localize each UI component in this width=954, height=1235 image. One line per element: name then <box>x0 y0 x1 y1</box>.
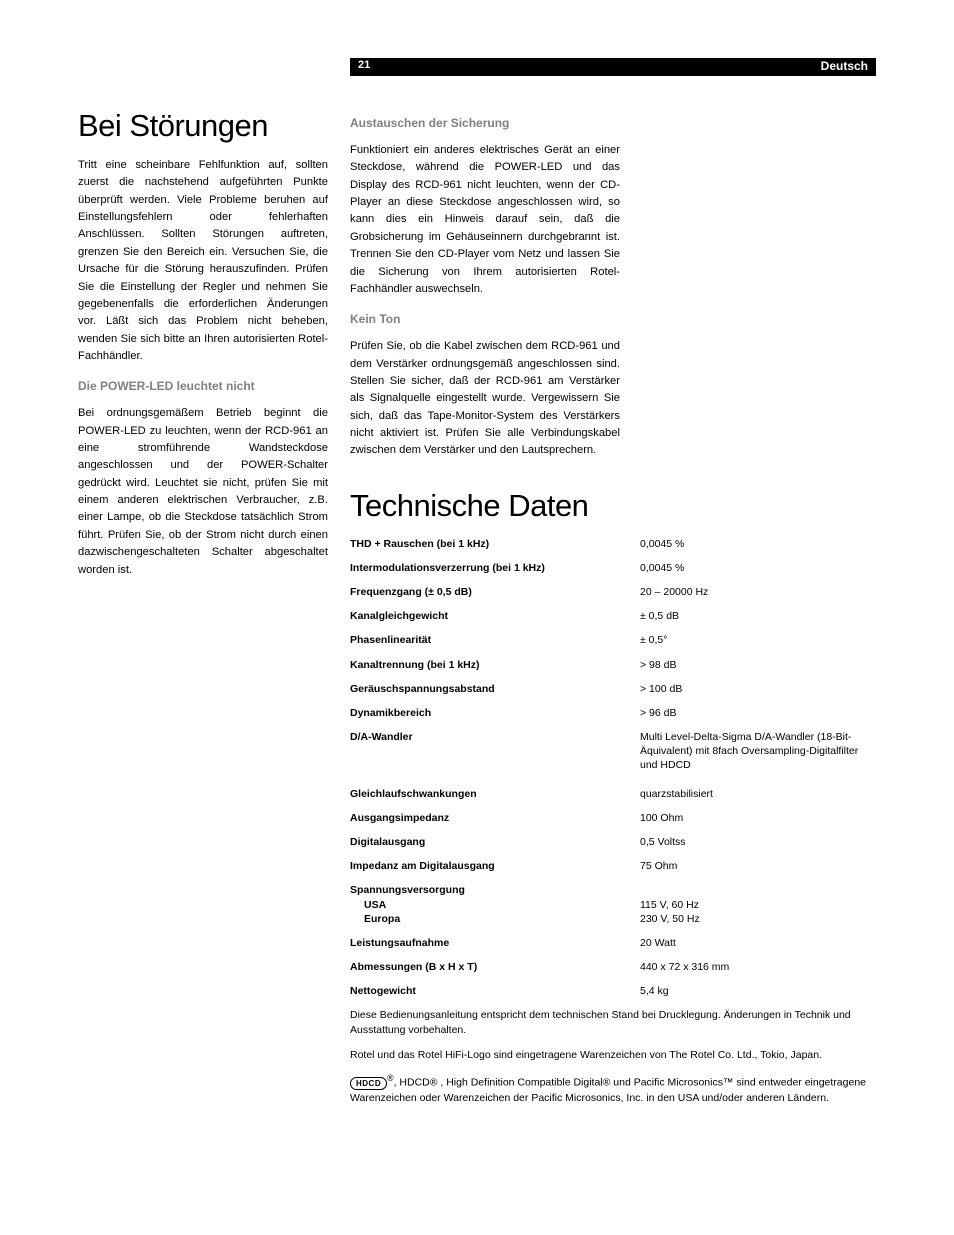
left-column: Bei Störungen Tritt eine scheinbare Fehl… <box>78 110 328 1115</box>
spec-label: Intermodulationsverzerrung (bei 1 kHz) <box>350 561 640 575</box>
page-number: 21 <box>358 59 370 71</box>
spec-label: Frequenzgang (± 0,5 dB) <box>350 585 640 599</box>
content-columns: Bei Störungen Tritt eine scheinbare Fehl… <box>78 110 876 1115</box>
spec-value: ± 0,5° <box>640 633 874 647</box>
no-sound-text: Prüfen Sie, ob die Kabel zwischen dem RC… <box>350 338 620 460</box>
spec-row: Phasenlinearität± 0,5° <box>350 633 874 647</box>
spec-value: 5,4 kg <box>640 984 874 998</box>
spec-row: Dynamikbereich> 96 dB <box>350 706 874 720</box>
spec-label: Ausgangsimpedanz <box>350 811 640 825</box>
page: 21 Deutsch Bei Störungen Tritt eine sche… <box>0 0 954 1235</box>
footnote-1: Diese Bedienungsanleitung entspricht dem… <box>350 1008 874 1037</box>
heading-tech-data: Technische Daten <box>350 490 620 521</box>
spec-value: 0,0045 % <box>640 537 874 551</box>
spec-label: Phasenlinearität <box>350 633 640 647</box>
spec-row: Leistungsaufnahme20 Watt <box>350 936 874 950</box>
spec-value: quarzstabilisiert <box>640 787 874 801</box>
spec-row: Geräuschspannungsabstand> 100 dB <box>350 682 874 696</box>
spec-label: Digitalausgang <box>350 835 640 849</box>
spec-value: 100 Ohm <box>640 811 874 825</box>
power-usa-value: 115 V, 60 Hz <box>640 898 874 912</box>
hdcd-logo-icon: HDCD <box>350 1077 387 1090</box>
language-label: Deutsch <box>821 59 868 73</box>
spec-row: Impedanz am Digitalausgang75 Ohm <box>350 859 874 873</box>
spec-row: Ausgangsimpedanz100 Ohm <box>350 811 874 825</box>
heading-troubleshooting: Bei Störungen <box>78 110 328 141</box>
spec-row: D/A-WandlerMulti Level-Delta-Sigma D/A-W… <box>350 730 874 773</box>
subheading-power-led: Die POWER-LED leuchtet nicht <box>78 379 328 393</box>
spec-label: Kanalgleichgewicht <box>350 609 640 623</box>
spec-value: 20 Watt <box>640 936 874 950</box>
power-eu-value: 230 V, 50 Hz <box>640 912 874 926</box>
spec-label: D/A-Wandler <box>350 730 640 773</box>
spec-row: Kanaltrennung (bei 1 kHz)> 98 dB <box>350 658 874 672</box>
spec-value: 20 – 20000 Hz <box>640 585 874 599</box>
spec-label: Geräuschspannungsabstand <box>350 682 640 696</box>
spec-label: Leistungsaufnahme <box>350 936 640 950</box>
power-usa-label: USA <box>350 898 640 912</box>
tech-section: Technische Daten THD + Rauschen (bei 1 k… <box>350 490 620 1106</box>
spec-label: Kanaltrennung (bei 1 kHz) <box>350 658 640 672</box>
spec-label: Nettogewicht <box>350 984 640 998</box>
spec-value: > 100 dB <box>640 682 874 696</box>
spec-value: 440 x 72 x 316 mm <box>640 960 874 974</box>
spec-row: Digitalausgang0,5 Voltss <box>350 835 874 849</box>
spec-label: Dynamikbereich <box>350 706 640 720</box>
spec-label: Impedanz am Digitalausgang <box>350 859 640 873</box>
header-bar: 21 Deutsch <box>350 58 876 76</box>
spec-label: Gleichlaufschwankungen <box>350 787 640 801</box>
spec-value: > 98 dB <box>640 658 874 672</box>
footnote-3-tail: , HDCD® , High Definition Compatible Dig… <box>350 1077 866 1104</box>
footnote-3: HDCD®, HDCD® , High Definition Compatibl… <box>350 1072 874 1105</box>
right-column: Austauschen der Sicherung Funktioniert e… <box>350 110 620 1115</box>
spec-row-power: Spannungsversorgung USA Europa 115 V, 60… <box>350 883 874 926</box>
subheading-fuse: Austauschen der Sicherung <box>350 116 620 130</box>
spec-value: > 96 dB <box>640 706 874 720</box>
intro-text: Tritt eine scheinbare Fehlfunktion auf, … <box>78 157 328 365</box>
spec-value: Multi Level-Delta-Sigma D/A-Wandler (18-… <box>640 730 874 773</box>
fuse-text: Funktioniert ein anderes elektrisches Ge… <box>350 142 620 298</box>
spec-value: 115 V, 60 Hz 230 V, 50 Hz <box>640 883 874 926</box>
spec-label: THD + Rauschen (bei 1 kHz) <box>350 537 640 551</box>
spec-value: 75 Ohm <box>640 859 874 873</box>
footnote-2: Rotel und das Rotel HiFi-Logo sind einge… <box>350 1048 874 1063</box>
spec-row: Nettogewicht5,4 kg <box>350 984 874 998</box>
spec-row: Kanalgleichgewicht± 0,5 dB <box>350 609 874 623</box>
spec-value: 0,5 Voltss <box>640 835 874 849</box>
power-eu-label: Europa <box>350 912 640 926</box>
power-label: Spannungsversorgung <box>350 884 465 896</box>
power-led-text: Bei ordnungsgemäßem Betrieb beginnt die … <box>78 405 328 579</box>
spec-label: Spannungsversorgung USA Europa <box>350 883 640 926</box>
spec-value: ± 0,5 dB <box>640 609 874 623</box>
spec-row: Intermodulationsverzerrung (bei 1 kHz)0,… <box>350 561 874 575</box>
spec-row: Frequenzgang (± 0,5 dB)20 – 20000 Hz <box>350 585 874 599</box>
spec-row: THD + Rauschen (bei 1 kHz)0,0045 % <box>350 537 874 551</box>
spec-label: Abmessungen (B x H x T) <box>350 960 640 974</box>
spec-table: THD + Rauschen (bei 1 kHz)0,0045 % Inter… <box>350 537 874 999</box>
subheading-no-sound: Kein Ton <box>350 312 620 326</box>
spec-value: 0,0045 % <box>640 561 874 575</box>
spec-row: Abmessungen (B x H x T)440 x 72 x 316 mm <box>350 960 874 974</box>
spec-row: Gleichlaufschwankungenquarzstabilisiert <box>350 787 874 801</box>
